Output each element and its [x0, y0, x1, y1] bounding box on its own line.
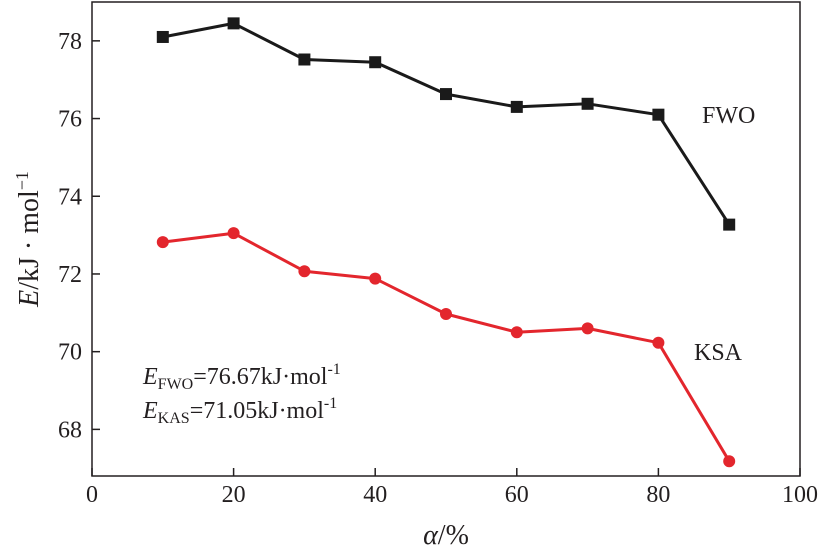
data-point-fwo: [369, 56, 382, 69]
x-tick-label: 100: [782, 482, 818, 508]
annotation-e-kas: EKAS=71.05kJ·mol-1: [142, 395, 337, 427]
y-tick-label: 70: [58, 340, 82, 366]
y-tick-label: 74: [58, 184, 82, 210]
data-point-ksa: [581, 322, 594, 335]
series-line-fwo: [162, 21, 731, 226]
plot-frame: [91, 1, 801, 477]
x-tick-label: 0: [86, 482, 98, 508]
y-tick-label: 68: [58, 417, 82, 443]
y-axis-ticks: 68 70 72 74 76 78: [58, 29, 100, 443]
data-point-ksa: [156, 236, 169, 249]
x-tick-label: 60: [505, 482, 529, 508]
data-point-ksa: [510, 326, 523, 339]
x-tick-label: 20: [222, 482, 246, 508]
data-point-ksa: [652, 336, 665, 349]
data-point-fwo: [510, 100, 523, 113]
annotation-e-fwo: EFWO=76.67kJ·mol-1: [142, 361, 341, 393]
data-point-ksa: [298, 265, 311, 278]
y-tick-label: 72: [58, 262, 82, 288]
data-point-fwo: [440, 88, 452, 101]
data-point-fwo: [652, 108, 665, 121]
x-tick-label: 40: [363, 482, 387, 508]
y-tick-label: 78: [58, 29, 82, 55]
x-axis-title: α/%: [423, 520, 469, 551]
series-label-fwo: FWO: [702, 103, 755, 129]
data-point-fwo: [723, 218, 736, 231]
x-axis-ticks: 0 20 40 60 80 100: [86, 468, 818, 508]
y-axis-title: E/kJ · mol−1: [12, 171, 45, 308]
series-line-ksa: [162, 231, 731, 462]
data-point-fwo: [298, 53, 311, 66]
data-point-fwo: [581, 97, 594, 110]
series-layer: [156, 17, 736, 468]
data-point-ksa: [723, 455, 736, 468]
y-tick-label: 76: [58, 107, 82, 133]
data-point-ksa: [369, 272, 382, 285]
x-tick-label: 80: [646, 482, 670, 508]
data-point-ksa: [227, 227, 240, 240]
data-point-ksa: [440, 307, 452, 320]
data-point-fwo: [156, 30, 169, 43]
data-point-fwo: [227, 17, 240, 30]
series-label-ksa: KSA: [694, 340, 743, 366]
